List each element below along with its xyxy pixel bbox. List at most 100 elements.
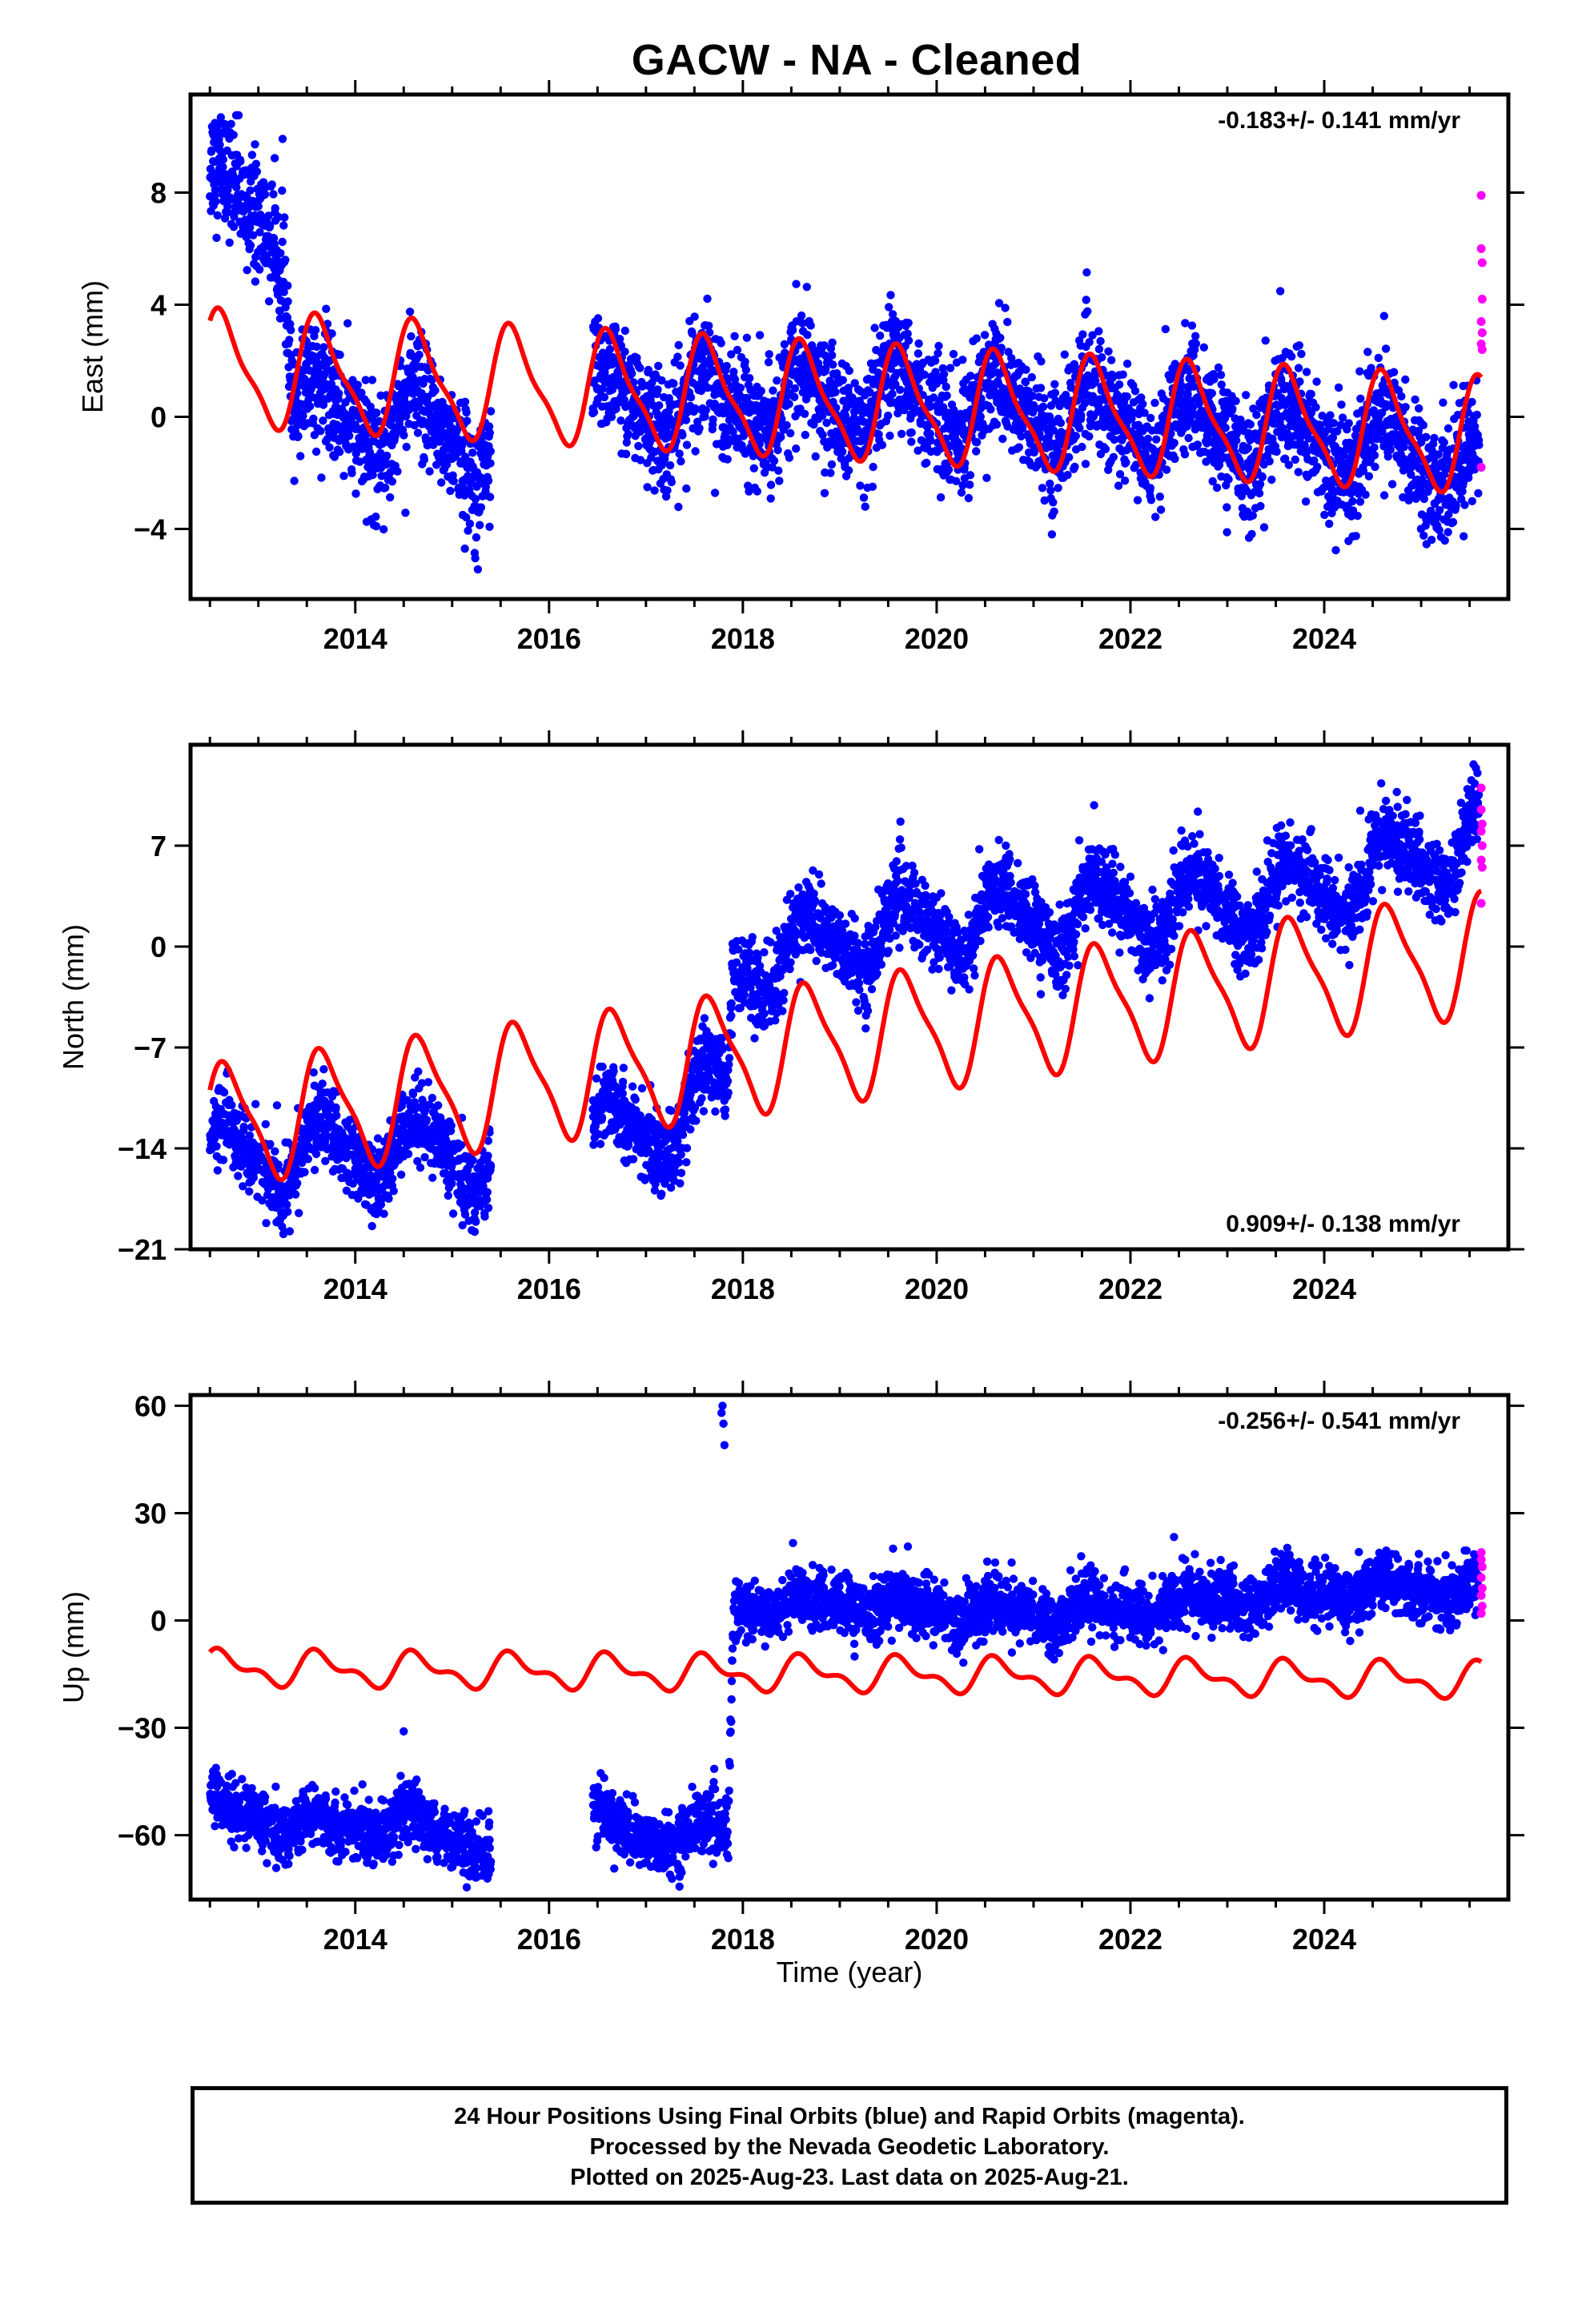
data-point bbox=[278, 186, 287, 195]
data-point bbox=[278, 237, 287, 247]
data-point bbox=[1049, 498, 1058, 507]
data-point bbox=[299, 412, 307, 420]
data-point bbox=[1242, 391, 1251, 400]
data-point bbox=[414, 1067, 423, 1076]
data-point bbox=[1379, 312, 1389, 320]
data-point bbox=[227, 119, 235, 128]
data-point bbox=[1370, 451, 1379, 460]
data-point bbox=[401, 509, 410, 517]
data-point bbox=[1320, 510, 1329, 520]
data-point bbox=[1379, 491, 1389, 500]
data-point bbox=[331, 1103, 340, 1112]
data-point bbox=[1284, 460, 1294, 469]
data-point bbox=[620, 348, 629, 356]
data-point bbox=[769, 386, 777, 395]
data-point bbox=[1143, 434, 1153, 444]
data-point bbox=[330, 452, 339, 461]
data-point bbox=[1038, 484, 1047, 493]
data-point bbox=[676, 361, 685, 370]
rapid-point bbox=[1476, 317, 1486, 326]
data-point bbox=[1114, 481, 1123, 490]
data-point bbox=[936, 493, 946, 502]
data-point bbox=[622, 438, 631, 447]
data-point bbox=[1351, 532, 1360, 541]
data-point bbox=[368, 470, 377, 480]
x-tick-label: 2014 bbox=[323, 622, 387, 655]
data-point bbox=[1203, 434, 1212, 443]
data-point bbox=[1460, 501, 1469, 509]
data-point bbox=[859, 493, 869, 502]
data-point bbox=[885, 431, 894, 440]
data-point bbox=[1199, 343, 1209, 352]
data-point bbox=[229, 223, 239, 231]
data-point bbox=[246, 241, 255, 250]
data-point bbox=[844, 466, 853, 475]
data-point bbox=[998, 434, 1007, 444]
data-point bbox=[1381, 344, 1391, 353]
data-point bbox=[1217, 380, 1226, 389]
data-point bbox=[1295, 341, 1304, 350]
data-point bbox=[777, 432, 785, 441]
data-point bbox=[973, 438, 982, 447]
data-point bbox=[766, 494, 775, 503]
data-point bbox=[402, 442, 411, 452]
data-point bbox=[888, 310, 897, 319]
data-point bbox=[729, 427, 737, 436]
data-point bbox=[212, 233, 221, 243]
data-point bbox=[1214, 363, 1223, 372]
data-point bbox=[885, 303, 893, 312]
data-point bbox=[1210, 375, 1219, 384]
data-point bbox=[723, 455, 732, 464]
data-point bbox=[610, 359, 620, 368]
data-point bbox=[285, 1227, 295, 1236]
data-point bbox=[283, 1207, 292, 1216]
data-point bbox=[856, 481, 865, 490]
data-point bbox=[886, 291, 895, 300]
data-point bbox=[1109, 452, 1118, 461]
data-point bbox=[464, 526, 472, 535]
data-point bbox=[839, 396, 848, 405]
data-point bbox=[1146, 413, 1155, 423]
data-point bbox=[717, 339, 725, 348]
data-point bbox=[294, 432, 303, 440]
data-point bbox=[1003, 317, 1012, 327]
data-point bbox=[1370, 443, 1379, 452]
data-point bbox=[279, 287, 288, 296]
data-point bbox=[693, 417, 702, 426]
data-point bbox=[710, 489, 720, 497]
data-point bbox=[251, 277, 260, 286]
data-point bbox=[264, 211, 273, 220]
data-point bbox=[351, 449, 360, 458]
data-point bbox=[425, 467, 434, 476]
data-point bbox=[280, 213, 289, 222]
data-point bbox=[281, 255, 290, 264]
data-point bbox=[616, 335, 624, 344]
data-point bbox=[1150, 398, 1159, 408]
data-point bbox=[476, 521, 484, 529]
data-point bbox=[290, 476, 299, 485]
data-point bbox=[252, 167, 262, 176]
data-point bbox=[322, 304, 331, 313]
data-point bbox=[347, 468, 356, 477]
rapid-point bbox=[1477, 295, 1487, 304]
data-point bbox=[296, 452, 305, 460]
data-point bbox=[271, 203, 279, 213]
data-point bbox=[807, 341, 817, 350]
data-point bbox=[1037, 357, 1046, 366]
data-point bbox=[234, 111, 243, 120]
data-point bbox=[1098, 353, 1106, 362]
data-point bbox=[223, 207, 232, 217]
data-point bbox=[386, 493, 395, 502]
rapid-point bbox=[1476, 463, 1486, 472]
data-point bbox=[211, 197, 220, 206]
data-point bbox=[621, 449, 631, 459]
data-point bbox=[413, 428, 423, 437]
data-point bbox=[844, 384, 853, 392]
data-point bbox=[643, 483, 652, 492]
data-point bbox=[1344, 419, 1353, 428]
data-point bbox=[682, 440, 692, 449]
data-point bbox=[486, 459, 495, 468]
data-point bbox=[1397, 392, 1406, 401]
data-point bbox=[1184, 433, 1193, 443]
